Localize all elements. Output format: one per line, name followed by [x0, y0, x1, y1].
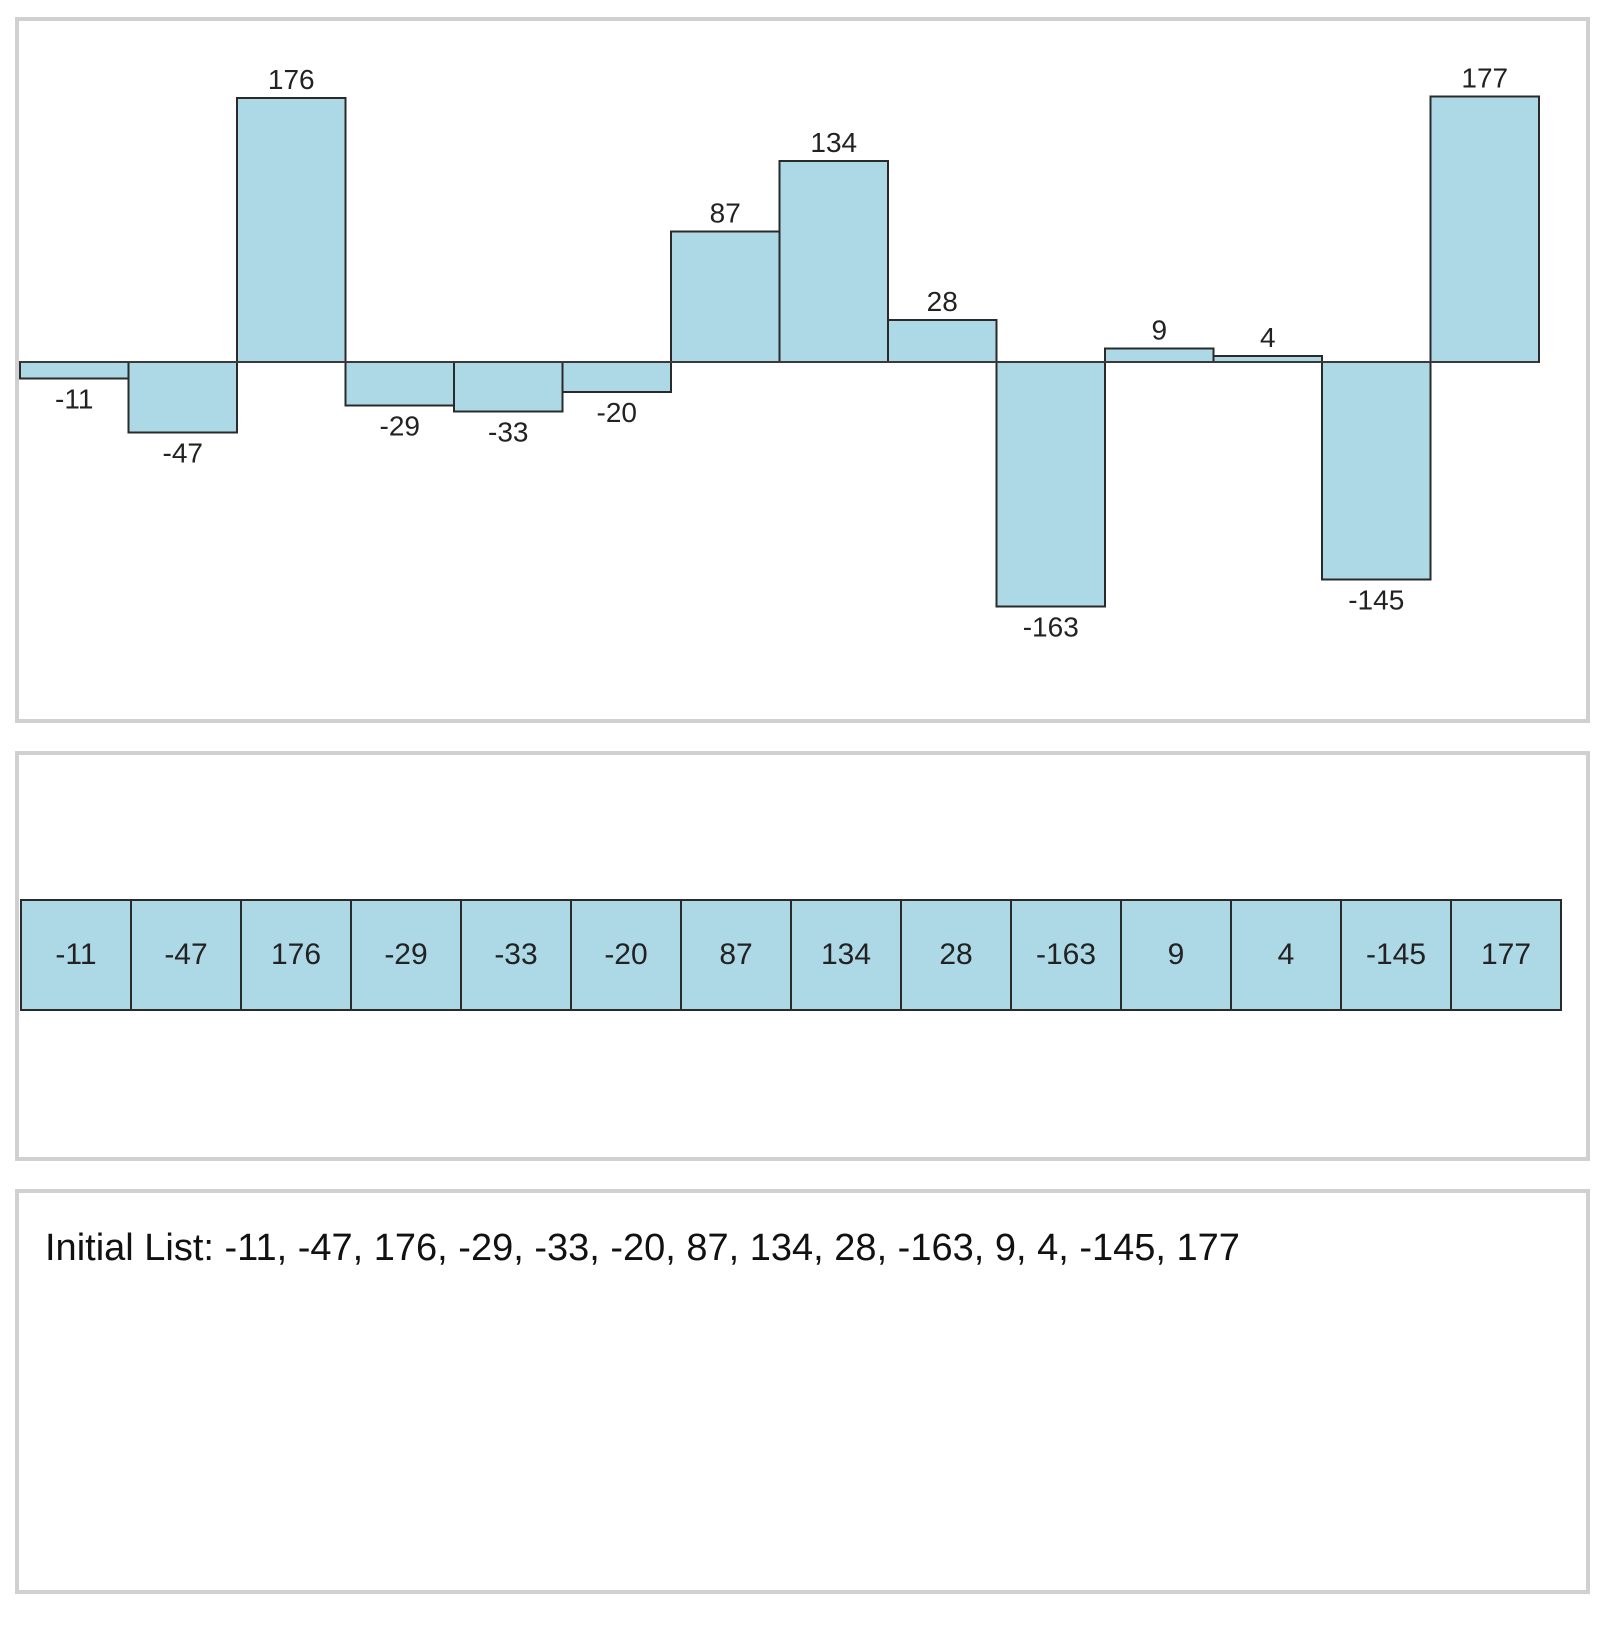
- bar-label-11: 4: [1260, 322, 1276, 353]
- array-cell-12: -145: [1340, 899, 1452, 1011]
- array-panel: -11 -47 176 -29 -33 -20 87 134 28 -163 9 4 -145 177: [15, 751, 1590, 1161]
- array-cell-6: 87: [680, 899, 792, 1011]
- array-cell-4: -33: [460, 899, 572, 1011]
- bar-label-0: -11: [55, 384, 93, 415]
- array-cell-5: -20: [570, 899, 682, 1011]
- array-cell-13: 177: [1450, 899, 1562, 1011]
- array-cell-0: -11: [20, 899, 132, 1011]
- bar-0: [19, 361, 130, 380]
- bar-8: [887, 319, 998, 363]
- bar-13: [1429, 95, 1540, 363]
- bar-12: [1321, 361, 1432, 581]
- bar-chart: -11 -47 176 -29 -33 -20 87 134 28 -163 9 4 -145 177: [19, 63, 1540, 643]
- bar-chart-panel: -11 -47 176 -29 -33 -20 87 134 28 -163 9 4 -145 177: [15, 17, 1590, 723]
- bar-label-4: -33: [488, 417, 528, 448]
- log-text: Initial List: -11, -47, 176, -29, -33, -…: [45, 1227, 1240, 1269]
- bar-3: [344, 361, 455, 407]
- bar-1: [127, 361, 238, 434]
- bar-label-7: 134: [810, 127, 857, 158]
- bar-6: [670, 230, 781, 363]
- bar-label-9: -163: [1023, 612, 1079, 643]
- bar-label-10: 9: [1151, 315, 1167, 346]
- bar-label-3: -29: [380, 411, 420, 442]
- bar-7: [778, 160, 889, 363]
- bar-label-2: 176: [268, 64, 315, 95]
- bar-label-8: 28: [927, 286, 958, 317]
- array-cell-8: 28: [900, 899, 1012, 1011]
- bar-label-6: 87: [710, 198, 741, 229]
- bar-label-12: -145: [1348, 585, 1404, 616]
- bar-9: [995, 361, 1106, 608]
- bar-2: [236, 97, 347, 363]
- array-cell-1: -47: [130, 899, 242, 1011]
- bar-label-1: -47: [163, 438, 203, 469]
- log-panel: Initial List: -11, -47, 176, -29, -33, -…: [15, 1189, 1590, 1594]
- bar-10: [1104, 347, 1215, 363]
- bar-5: [561, 361, 672, 393]
- array-cells: -11 -47 176 -29 -33 -20 87 134 28 -163 9 4 -145 177: [20, 899, 1562, 1011]
- array-cell-11: 4: [1230, 899, 1342, 1011]
- bar-4: [453, 361, 564, 413]
- array-cell-2: 176: [240, 899, 352, 1011]
- bar-label-5: -20: [597, 397, 637, 428]
- bar-label-13: 177: [1461, 63, 1508, 94]
- array-cell-7: 134: [790, 899, 902, 1011]
- array-cell-3: -29: [350, 899, 462, 1011]
- array-cell-9: -163: [1010, 899, 1122, 1011]
- array-cell-10: 9: [1120, 899, 1232, 1011]
